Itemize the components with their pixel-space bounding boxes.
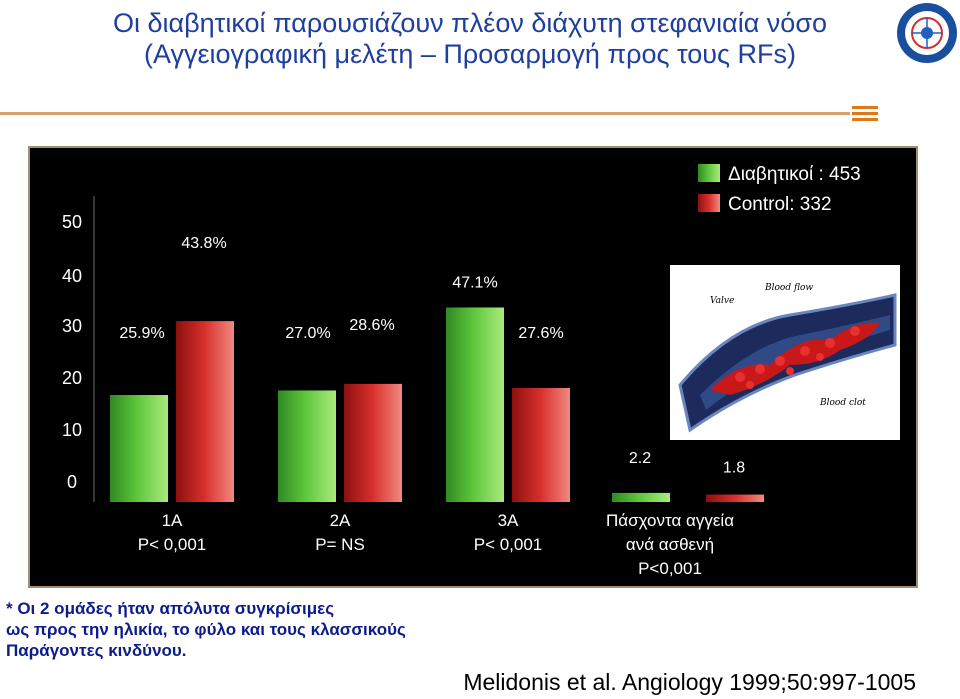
bar-diabetic xyxy=(278,390,336,502)
category-sublabel-2: P<0,001 xyxy=(638,559,702,578)
y-tick-label: 40 xyxy=(62,266,82,286)
category-sublabel: ανά ασθενή xyxy=(626,535,714,554)
category-sublabel: P< 0,001 xyxy=(474,535,543,554)
bar-diabetic xyxy=(612,492,670,502)
society-logo xyxy=(894,0,960,66)
blood-clot-illustration: Valve Blood flow Blood clot xyxy=(670,265,900,440)
slide-title: Οι διαβητικοί παρουσιάζουν πλέον διάχυτη… xyxy=(60,8,880,70)
legend-swatch xyxy=(698,164,720,182)
bar-control xyxy=(512,388,570,502)
data-label-diabetic: 2.2 xyxy=(629,450,651,467)
title-line-1: Οι διαβητικοί παρουσιάζουν πλέον διάχυτη… xyxy=(112,8,828,38)
category-sublabel: P< 0,001 xyxy=(138,535,207,554)
legend-label: Διαβητικοί : 453 xyxy=(728,164,861,185)
data-label-diabetic: 47.1% xyxy=(452,274,497,291)
y-tick-label: 20 xyxy=(62,368,82,388)
data-label-control: 43.8% xyxy=(181,235,226,252)
bar-control xyxy=(176,321,234,502)
data-label-control: 1.8 xyxy=(723,460,745,477)
legend-swatch xyxy=(698,194,720,212)
footnote: * Οι 2 ομάδες ήταν απόλυτα συγκρίσιμες ω… xyxy=(6,599,406,660)
bar-diabetic xyxy=(446,307,504,502)
legend-label: Control: 332 xyxy=(728,194,832,215)
bar-chart: 50 40 30 20 10 0 25.9% 43.8% 1A P< 0,001 27.0% 28.6… xyxy=(62,164,861,578)
bar-control xyxy=(344,383,402,502)
title-line-2: (Αγγειογραφική μελέτη – Προσαρμογή προς … xyxy=(143,39,797,69)
category-sublabel: P= NS xyxy=(315,535,365,554)
bar-control xyxy=(706,494,764,502)
valve-label: Valve xyxy=(710,296,734,306)
y-tick-label: 30 xyxy=(62,316,82,336)
blood-flow-label: Blood flow xyxy=(764,283,813,293)
data-label-control: 27.6% xyxy=(518,325,563,342)
category-label: 1A xyxy=(162,511,183,530)
y-tick-label: 50 xyxy=(62,212,82,232)
category-label: 2A xyxy=(330,511,351,530)
y-tick-label: 10 xyxy=(62,420,82,440)
title-divider xyxy=(0,112,850,115)
data-label-diabetic: 27.0% xyxy=(285,325,330,342)
bar-diabetic xyxy=(110,395,168,502)
citation: Melidonis et al. Angiology 1999;50:997-1… xyxy=(463,669,916,695)
blood-clot-label: Blood clot xyxy=(819,398,866,408)
divider-ornament xyxy=(852,106,878,121)
category-label: 3A xyxy=(498,511,519,530)
data-label-diabetic: 25.9% xyxy=(119,325,164,342)
category-label: Πάσχοντα αγγεία xyxy=(606,511,734,530)
data-label-control: 28.6% xyxy=(349,317,394,334)
y-tick-label: 0 xyxy=(67,472,77,492)
